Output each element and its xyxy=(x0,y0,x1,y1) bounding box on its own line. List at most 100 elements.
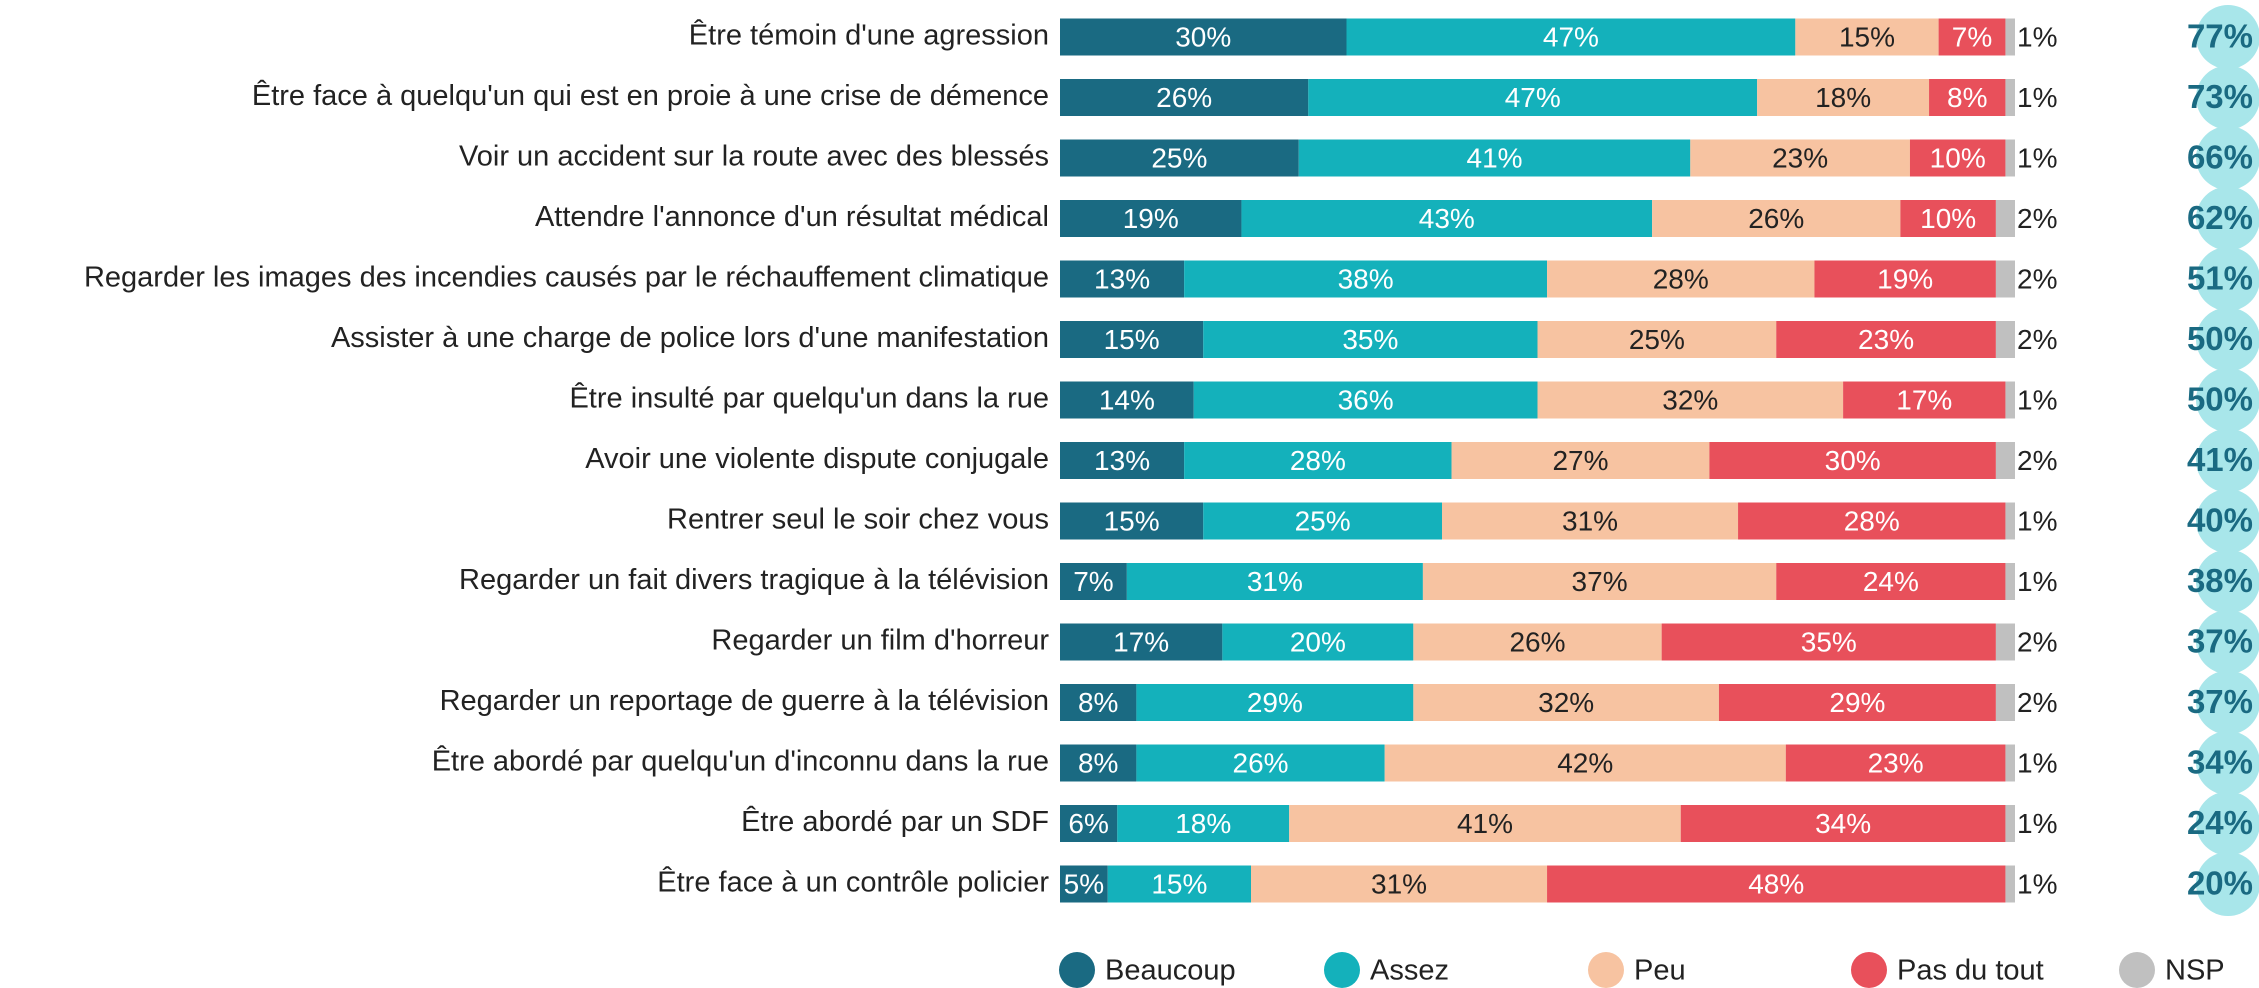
category-label: Être face à un contrôle policier xyxy=(657,866,1049,899)
bar-segment xyxy=(1193,381,1538,419)
bar-segment xyxy=(1060,865,1108,903)
bar-segment xyxy=(1661,623,1996,661)
legend-marker xyxy=(1324,952,1360,988)
value-label: 37% xyxy=(1572,566,1628,597)
value-label: 26% xyxy=(1233,747,1289,778)
value-label: 36% xyxy=(1338,384,1394,415)
value-label: 2% xyxy=(2017,687,2057,718)
value-label: 25% xyxy=(1151,142,1207,173)
bar-segment xyxy=(1995,260,2015,298)
bar-segment xyxy=(1652,200,1901,237)
total-badge xyxy=(2196,247,2259,311)
value-label: 1% xyxy=(2017,566,2057,597)
category-label: Regarder un film d'horreur xyxy=(711,625,1049,657)
total-label: 37% xyxy=(2187,683,2253,720)
bar-segment xyxy=(2005,865,2015,903)
value-label: 2% xyxy=(2017,626,2057,657)
value-label: 28% xyxy=(1844,505,1900,536)
value-label: 1% xyxy=(2017,21,2057,52)
total-label: 50% xyxy=(2187,381,2253,418)
bar-segment xyxy=(2005,805,2015,842)
value-label: 32% xyxy=(1662,384,1718,415)
value-label: 41% xyxy=(1457,808,1513,839)
bar-segment xyxy=(1900,200,1996,237)
value-label: 23% xyxy=(1772,142,1828,173)
bar-segment xyxy=(1995,200,2015,237)
value-label: 28% xyxy=(1653,263,1709,294)
bar-segment xyxy=(1060,502,1204,540)
legend-marker xyxy=(1851,952,1887,988)
bar-segment xyxy=(1795,18,1939,56)
total-badge xyxy=(2196,670,2259,735)
bar-segment xyxy=(1107,865,1251,903)
bar-segment xyxy=(1413,623,1662,661)
legend-label: Beaucoup xyxy=(1105,955,1236,987)
bar-segment xyxy=(1690,139,1910,177)
total-badge xyxy=(2196,610,2259,674)
value-label: 15% xyxy=(1104,505,1160,536)
bar-segment xyxy=(1060,321,1204,358)
category-label: Être face à quelqu'un qui est en proie à… xyxy=(252,79,1049,112)
category-label: Regarder un reportage de guerre à la tél… xyxy=(440,685,1049,717)
total-badge xyxy=(2196,791,2259,856)
value-label: 30% xyxy=(1175,21,1231,52)
value-label: 7% xyxy=(1952,21,1992,52)
bar-segment xyxy=(2005,381,2015,419)
value-label: 38% xyxy=(1338,263,1394,294)
legend-label: Assez xyxy=(1370,955,1449,987)
value-label: 10% xyxy=(1930,142,1986,173)
total-label: 50% xyxy=(2187,320,2253,357)
value-label: 35% xyxy=(1342,324,1398,355)
bar-segment xyxy=(1814,260,1996,298)
value-label: 8% xyxy=(1078,747,1118,778)
bar-segment xyxy=(1384,744,1786,782)
bar-segment xyxy=(1709,442,1996,479)
total-label: 77% xyxy=(2187,18,2253,55)
value-label: 31% xyxy=(1247,566,1303,597)
category-label: Être insulté par quelqu'un dans la rue xyxy=(569,382,1049,415)
bar-segment xyxy=(1060,442,1185,479)
value-label: 7% xyxy=(1073,566,1113,597)
bar-segment xyxy=(1547,260,1815,298)
legend-marker xyxy=(2119,952,2155,988)
total-label: 51% xyxy=(2187,260,2253,297)
value-label: 30% xyxy=(1825,445,1881,476)
value-label: 27% xyxy=(1552,445,1608,476)
value-label: 1% xyxy=(2017,142,2057,173)
value-label: 41% xyxy=(1467,142,1523,173)
value-label: 2% xyxy=(2017,324,2057,355)
bar-segment xyxy=(1136,684,1414,721)
value-label: 42% xyxy=(1557,747,1613,778)
value-label: 18% xyxy=(1815,82,1871,113)
value-label: 5% xyxy=(1064,868,1104,899)
value-label: 6% xyxy=(1068,808,1108,839)
category-label: Regarder les images des incendies causés… xyxy=(84,262,1049,294)
value-label: 10% xyxy=(1920,203,1976,234)
total-label: 40% xyxy=(2187,502,2253,539)
bar-segment xyxy=(1785,744,2006,782)
value-label: 47% xyxy=(1543,21,1599,52)
bar-segment xyxy=(2005,139,2015,177)
bar-segment xyxy=(1060,744,1137,782)
bar-segment xyxy=(2005,502,2015,540)
legend-label: NSP xyxy=(2165,955,2225,987)
bar-segment xyxy=(1995,623,2015,661)
bar-segment xyxy=(1995,684,2015,721)
value-label: 29% xyxy=(1829,687,1885,718)
total-label: 41% xyxy=(2187,441,2253,478)
bar-segment xyxy=(1995,442,2015,479)
bar-segment xyxy=(1203,502,1442,540)
value-label: 25% xyxy=(1295,505,1351,536)
value-label: 8% xyxy=(1947,82,1987,113)
value-label: 1% xyxy=(2017,747,2057,778)
value-label: 25% xyxy=(1629,324,1685,355)
category-label: Avoir une violente dispute conjugale xyxy=(585,443,1049,475)
bar-segment xyxy=(1843,381,2006,419)
legend-marker xyxy=(1588,952,1624,988)
value-label: 47% xyxy=(1505,82,1561,113)
bar-segment xyxy=(1060,805,1118,842)
value-label: 1% xyxy=(2017,868,2057,899)
value-label: 15% xyxy=(1104,324,1160,355)
category-label: Être abordé par quelqu'un d'inconnu dans… xyxy=(432,745,1049,778)
total-label: 37% xyxy=(2187,623,2253,660)
